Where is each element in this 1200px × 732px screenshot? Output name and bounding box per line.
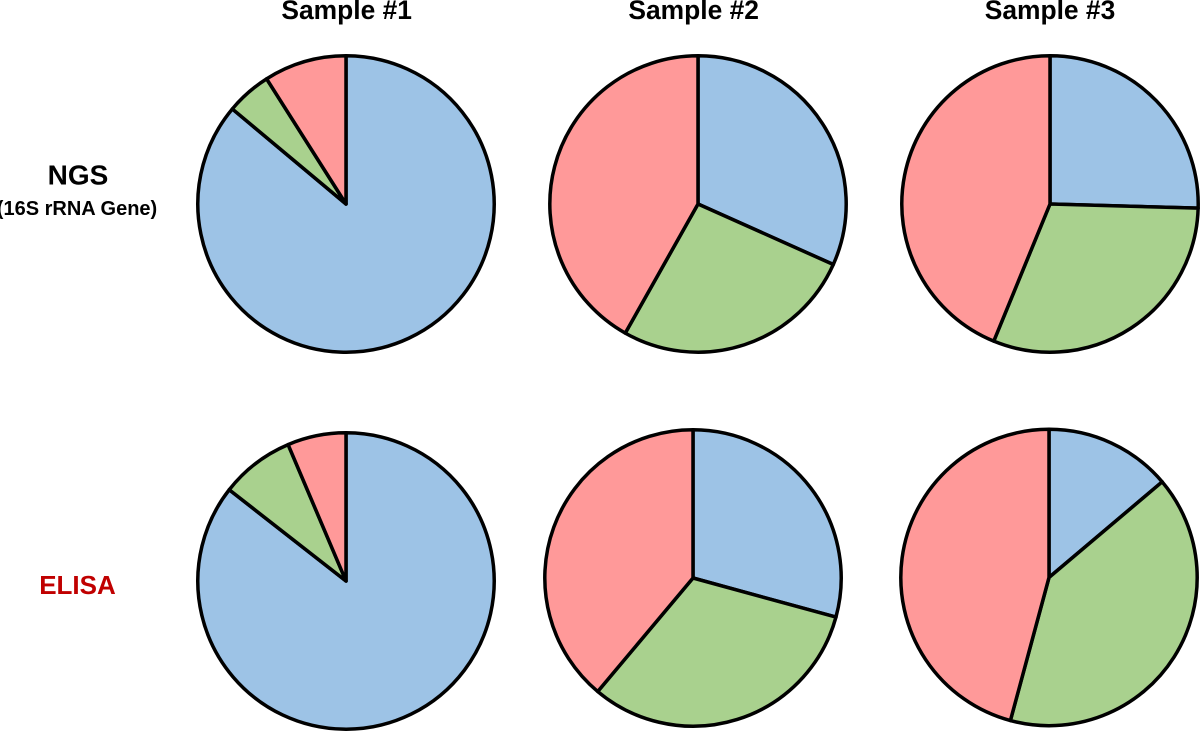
svg-text:Sample #3: Sample #3 [985,0,1116,25]
svg-text:Sample #2: Sample #2 [628,0,759,25]
svg-text:NGS: NGS [48,160,109,191]
svg-text:ELISA: ELISA [39,570,116,600]
svg-text:Sample #1: Sample #1 [281,0,412,25]
svg-text:(16S rRNA Gene): (16S rRNA Gene) [0,198,157,220]
